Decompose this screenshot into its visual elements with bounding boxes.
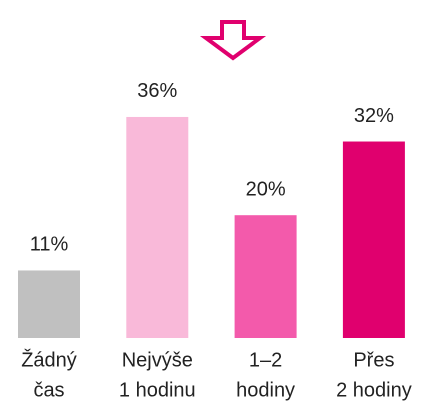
category-label: Nejvýše bbox=[122, 349, 193, 371]
value-label: 20% bbox=[246, 178, 286, 200]
bar bbox=[342, 141, 405, 338]
category-label: Přes bbox=[353, 349, 394, 371]
category-label: 2 hodiny bbox=[336, 379, 412, 401]
value-label: 11% bbox=[30, 234, 69, 256]
value-label: 32% bbox=[354, 105, 394, 127]
bar bbox=[18, 270, 80, 338]
category-label: čas bbox=[33, 379, 64, 401]
category-label: 1 hodinu bbox=[119, 379, 196, 401]
value-label: 36% bbox=[137, 80, 177, 102]
bar bbox=[234, 215, 297, 338]
arrow-icon bbox=[199, 20, 267, 61]
category-label: 1–2 bbox=[249, 349, 282, 371]
category-label: Žádný bbox=[21, 348, 77, 371]
bar bbox=[126, 116, 189, 339]
category-label: hodiny bbox=[236, 379, 295, 401]
